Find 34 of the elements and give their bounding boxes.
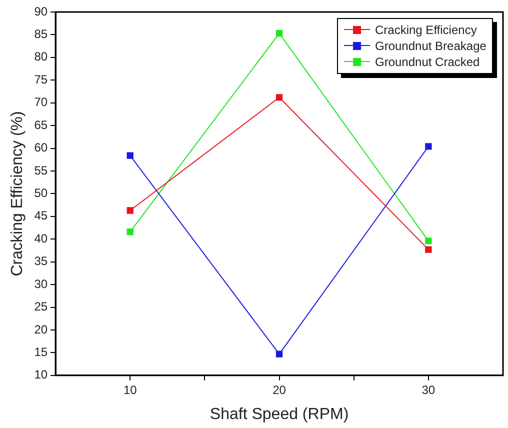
- y-tick-label: 75: [34, 72, 48, 86]
- x-axis-title: Shaft Speed (RPM): [210, 406, 349, 423]
- y-tick-label: 55: [34, 163, 48, 178]
- point: [126, 152, 134, 159]
- y-tick-label: 50: [34, 186, 48, 200]
- y-tick-label: 45: [34, 208, 48, 223]
- x-tick-label: 20: [272, 382, 286, 397]
- y-tick-label: 35: [34, 254, 48, 268]
- legend-label: Groundnut Cracked: [375, 55, 480, 69]
- y-tick-label: 10: [34, 368, 48, 382]
- point: [126, 207, 134, 214]
- point: [425, 246, 432, 253]
- y-tick-label: 80: [34, 50, 48, 64]
- y-tick-label: 60: [34, 140, 48, 155]
- point: [425, 238, 432, 244]
- legend-label: Groundnut Breakage: [375, 39, 486, 53]
- point: [276, 350, 283, 358]
- point: [126, 228, 134, 236]
- point: [425, 143, 432, 150]
- x-tick-label: 10: [123, 382, 138, 397]
- y-tick-label: 15: [34, 345, 48, 359]
- x-tick-label: 30: [422, 382, 436, 397]
- y-tick-label: 25: [34, 300, 48, 314]
- y-tick-label: 90: [34, 4, 48, 18]
- y-tick-label: 40: [34, 231, 48, 246]
- y-axis-title: Cracking Efficiency (%): [9, 111, 26, 276]
- y-tick-label: 30: [34, 276, 48, 291]
- point: [276, 94, 283, 101]
- legend-label: Cracking Efficiency: [375, 23, 477, 37]
- y-tick-label: 85: [34, 27, 48, 42]
- y-tick-label: 65: [34, 118, 48, 132]
- y-tick-label: 20: [34, 322, 48, 336]
- y-tick-label: 70: [34, 95, 48, 110]
- point: [276, 30, 283, 37]
